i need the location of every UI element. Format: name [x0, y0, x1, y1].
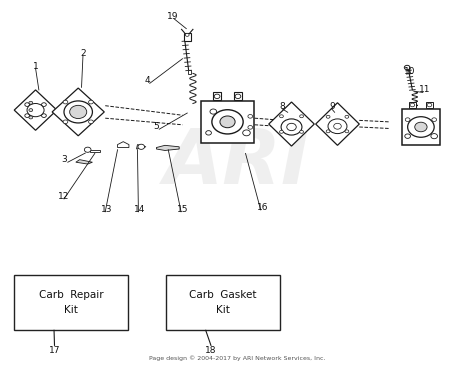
Text: ARI: ARI	[164, 126, 310, 200]
Circle shape	[248, 126, 253, 129]
Text: 16: 16	[257, 203, 269, 212]
Circle shape	[63, 100, 68, 104]
Polygon shape	[52, 88, 104, 136]
Text: 1: 1	[33, 62, 38, 70]
Text: 18: 18	[205, 346, 217, 355]
Circle shape	[280, 115, 283, 118]
Bar	[409, 102, 416, 108]
Circle shape	[415, 122, 427, 132]
Circle shape	[29, 116, 33, 119]
Text: Page design © 2004-2017 by ARI Network Services, Inc.: Page design © 2004-2017 by ARI Network S…	[149, 356, 325, 361]
Bar	[234, 92, 242, 101]
Circle shape	[281, 119, 302, 135]
Circle shape	[334, 123, 341, 129]
Circle shape	[326, 115, 330, 118]
Text: 4: 4	[144, 76, 150, 85]
Circle shape	[84, 147, 91, 152]
Text: 10: 10	[404, 67, 416, 76]
Polygon shape	[316, 103, 359, 145]
Circle shape	[220, 116, 235, 128]
Circle shape	[328, 119, 347, 134]
Text: 5: 5	[154, 122, 159, 131]
Circle shape	[63, 120, 68, 124]
Bar	[213, 92, 221, 101]
Text: 12: 12	[58, 192, 70, 201]
Circle shape	[300, 130, 303, 133]
Circle shape	[431, 134, 438, 139]
Circle shape	[410, 103, 415, 107]
Polygon shape	[14, 90, 57, 130]
Circle shape	[206, 131, 211, 135]
Text: 17: 17	[49, 346, 60, 355]
Circle shape	[89, 120, 93, 124]
Circle shape	[212, 110, 243, 134]
Circle shape	[427, 103, 432, 107]
Circle shape	[64, 101, 92, 123]
Text: Carb  Repair
Kit: Carb Repair Kit	[39, 290, 103, 315]
Text: 14: 14	[134, 205, 146, 214]
Polygon shape	[137, 145, 146, 149]
Text: 15: 15	[177, 205, 188, 214]
Text: 19: 19	[167, 12, 179, 21]
Text: 3: 3	[61, 155, 67, 164]
Text: 2: 2	[80, 49, 86, 58]
Circle shape	[432, 118, 437, 121]
Circle shape	[42, 114, 46, 117]
Circle shape	[70, 105, 87, 119]
Circle shape	[235, 94, 241, 98]
Circle shape	[185, 33, 189, 36]
Circle shape	[29, 109, 33, 112]
Circle shape	[138, 144, 145, 149]
Polygon shape	[118, 142, 129, 148]
Circle shape	[345, 130, 349, 133]
Circle shape	[248, 115, 253, 118]
Circle shape	[29, 101, 33, 104]
Bar	[188, 70, 191, 74]
Circle shape	[27, 103, 44, 117]
Text: 11: 11	[419, 86, 430, 94]
Circle shape	[210, 109, 217, 114]
Circle shape	[404, 65, 410, 70]
Circle shape	[300, 115, 303, 118]
Bar	[402, 109, 440, 145]
Text: 9: 9	[329, 102, 335, 111]
Text: 8: 8	[279, 102, 285, 111]
Circle shape	[42, 103, 46, 106]
Polygon shape	[269, 102, 314, 146]
Bar	[90, 150, 100, 153]
Circle shape	[405, 118, 410, 121]
Bar	[426, 102, 433, 108]
Polygon shape	[76, 160, 92, 164]
Circle shape	[326, 130, 330, 133]
Circle shape	[345, 115, 349, 118]
Circle shape	[405, 134, 410, 138]
Circle shape	[287, 123, 296, 131]
Text: Carb  Gasket
Kit: Carb Gasket Kit	[189, 290, 256, 315]
Circle shape	[408, 117, 434, 137]
Circle shape	[243, 130, 250, 136]
Circle shape	[214, 94, 220, 98]
Circle shape	[25, 114, 29, 117]
Circle shape	[280, 130, 283, 133]
FancyBboxPatch shape	[166, 275, 280, 330]
Circle shape	[25, 103, 29, 106]
Bar	[184, 33, 191, 41]
Bar	[201, 101, 254, 143]
Circle shape	[89, 100, 93, 104]
Polygon shape	[156, 145, 179, 150]
Text: 13: 13	[101, 205, 112, 214]
FancyBboxPatch shape	[14, 275, 128, 330]
